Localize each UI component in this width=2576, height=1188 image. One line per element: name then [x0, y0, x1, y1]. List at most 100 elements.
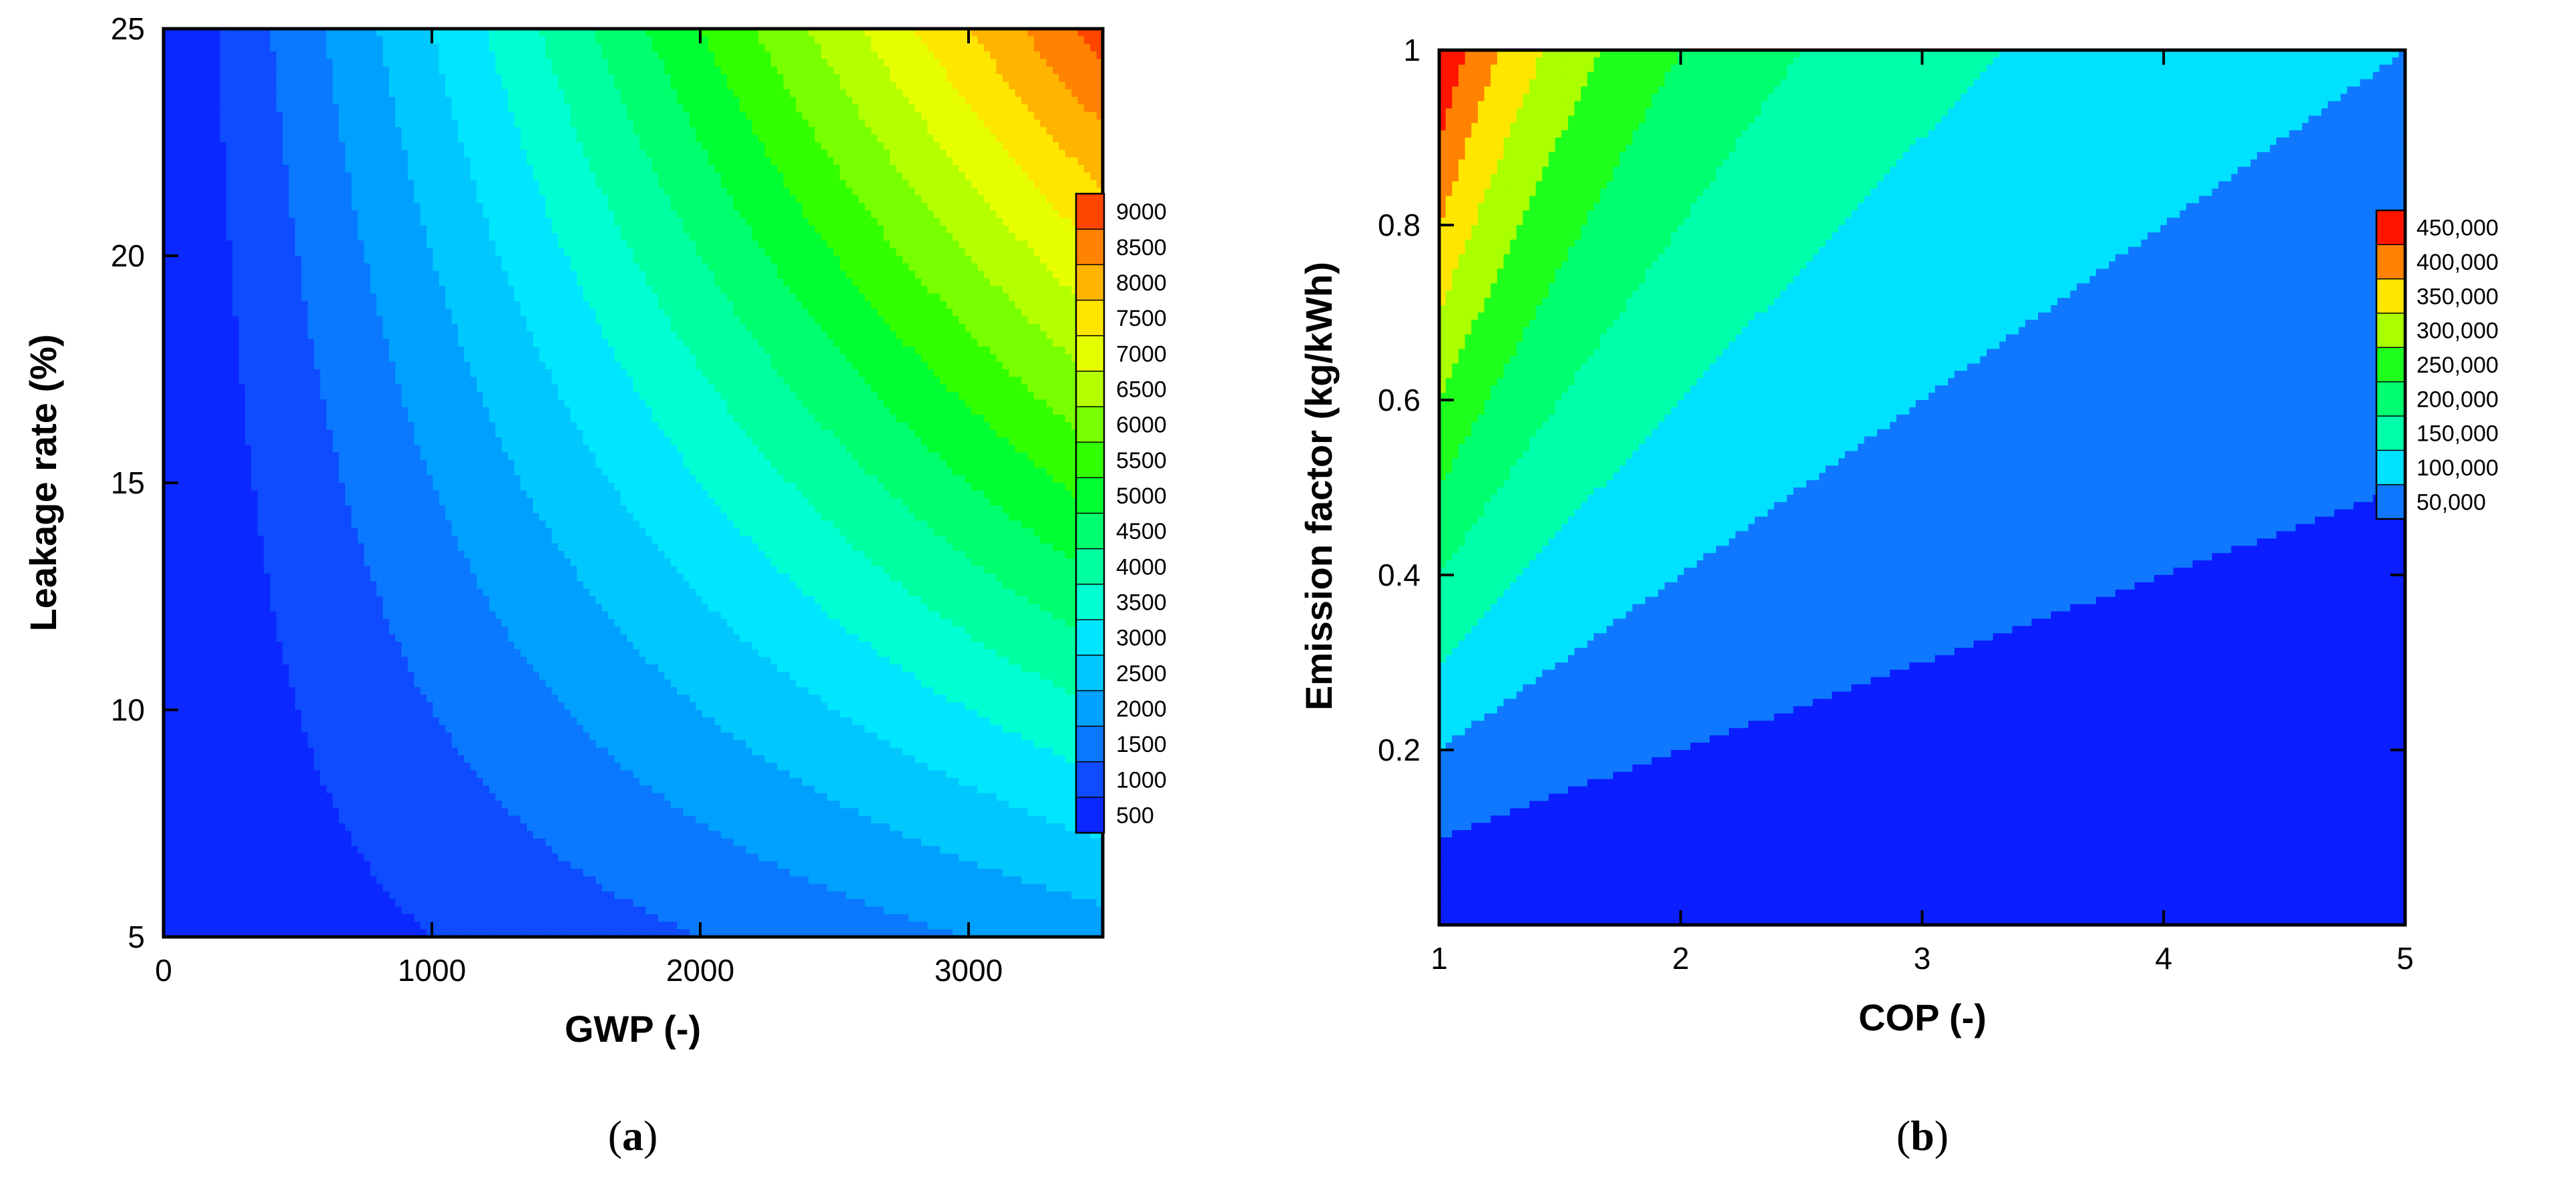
contour-cell	[1083, 157, 1091, 166]
contour-cell	[852, 36, 859, 45]
contour-cell	[457, 43, 465, 52]
contour-cell	[702, 202, 709, 211]
contour-cell	[689, 112, 696, 120]
contour-cell	[802, 97, 809, 105]
contour-cell	[307, 188, 314, 196]
contour-cell	[557, 43, 565, 52]
contour-cell	[852, 240, 859, 249]
contour-cell	[883, 51, 890, 59]
contour-cell	[708, 256, 716, 264]
contour-cell	[927, 195, 935, 204]
contour-cell	[677, 233, 684, 241]
contour-cell	[877, 157, 884, 166]
contour-cell	[702, 120, 709, 128]
contour-cell	[301, 278, 308, 286]
contour-cell	[376, 188, 383, 196]
contour-cell	[720, 89, 728, 97]
contour-cell	[902, 218, 909, 226]
contour-cell	[170, 29, 177, 37]
contour-cell	[727, 225, 734, 234]
contour-cell	[658, 120, 665, 128]
contour-cell	[226, 134, 233, 143]
contour-cell	[927, 157, 935, 166]
contour-cell	[883, 66, 890, 75]
contour-cell	[214, 104, 221, 113]
contour-cell	[288, 120, 296, 128]
contour-cell	[639, 233, 646, 241]
contour-cell	[332, 29, 340, 37]
contour-cell	[852, 89, 859, 97]
contour-cell	[507, 142, 515, 150]
contour-cell	[733, 195, 740, 204]
contour-cell	[176, 188, 183, 196]
contour-cell	[433, 256, 440, 264]
contour-cell	[1065, 134, 1072, 143]
contour-cell	[395, 89, 403, 97]
contour-cell	[220, 97, 227, 105]
contour-cell	[214, 112, 221, 120]
contour-cell	[276, 43, 283, 52]
contour-cell	[320, 188, 327, 196]
contour-cell	[514, 270, 521, 279]
contour-cell	[777, 225, 784, 234]
contour-cell	[557, 36, 565, 45]
contour-cell	[714, 240, 722, 249]
contour-cell	[477, 43, 483, 52]
contour-cell	[583, 195, 590, 204]
contour-cell	[1027, 112, 1035, 120]
contour-cell	[1021, 81, 1029, 90]
contour-cell	[570, 233, 577, 241]
contour-cell	[501, 120, 509, 128]
contour-cell	[244, 74, 252, 82]
contour-cell	[965, 195, 972, 204]
contour-cell	[996, 134, 1003, 143]
contour-cell	[758, 36, 766, 45]
contour-cell	[439, 134, 446, 143]
contour-cell	[633, 43, 640, 52]
contour-cell	[507, 127, 515, 136]
contour-cell	[909, 240, 916, 249]
contour-cell	[946, 127, 953, 136]
contour-cell	[770, 225, 778, 234]
contour-cell	[883, 157, 890, 166]
contour-cell	[314, 218, 321, 226]
contour-cell	[288, 180, 296, 188]
contour-cell	[201, 240, 208, 249]
contour-cell	[338, 210, 346, 218]
contour-cell	[301, 150, 308, 158]
contour-cell	[345, 233, 352, 241]
contour-cell	[770, 210, 778, 218]
contour-cell	[827, 127, 834, 136]
contour-cell	[439, 240, 446, 249]
contour-cell	[570, 256, 577, 264]
contour-cell	[796, 81, 803, 90]
contour-cell	[959, 51, 966, 59]
contour-cell	[883, 43, 890, 52]
contour-cell	[1083, 112, 1091, 120]
contour-cell	[1009, 248, 1016, 256]
contour-cell	[996, 89, 1003, 97]
contour-cell	[1040, 97, 1047, 105]
contour-cell	[514, 127, 521, 136]
contour-cell	[770, 248, 778, 256]
contour-cell	[164, 256, 170, 264]
contour-cell	[564, 172, 571, 181]
contour-cell	[182, 188, 190, 196]
contour-cell	[752, 157, 759, 166]
contour-cell	[909, 36, 916, 45]
contour-cell	[264, 278, 271, 286]
contour-cell	[796, 248, 803, 256]
contour-cell	[264, 120, 271, 128]
contour-cell	[820, 81, 828, 90]
contour-cell	[257, 256, 264, 264]
contour-cell	[714, 81, 722, 90]
contour-cell	[990, 240, 997, 249]
contour-cell	[783, 127, 790, 136]
contour-cell	[1027, 29, 1035, 37]
contour-cell	[595, 36, 603, 45]
contour-cell	[257, 81, 264, 90]
contour-cell	[164, 66, 170, 75]
contour-cell	[1059, 210, 1066, 218]
contour-cell	[595, 188, 603, 196]
contour-cell	[646, 180, 653, 188]
